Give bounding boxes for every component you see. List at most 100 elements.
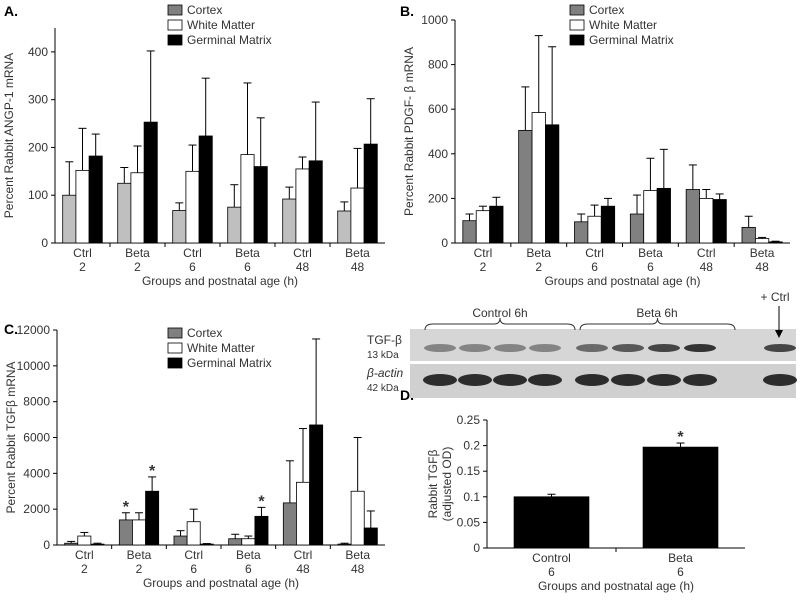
y-axis-label: (adjusted OD) <box>440 447 454 522</box>
bar <box>462 220 477 244</box>
legend-label: Cortex <box>589 3 624 17</box>
band <box>459 344 491 352</box>
bar <box>754 238 770 244</box>
error-bar <box>148 476 157 492</box>
error-bar <box>521 86 530 131</box>
y-tick-label: 0 <box>441 236 448 250</box>
x-axis-label: Groups and postnatal age (h) <box>544 274 700 288</box>
legend-swatch <box>569 34 585 46</box>
x-tick-label: 6 <box>190 562 197 576</box>
x-tick-label: Ctrl <box>294 548 313 562</box>
error-bar <box>702 188 711 199</box>
panel-label: C. <box>4 321 18 337</box>
error-bar <box>590 204 599 217</box>
y-tick-label: 0.2 <box>463 439 480 453</box>
bar <box>685 189 700 244</box>
legend-label: Cortex <box>187 3 222 17</box>
x-axis-label: Groups and postnatal age (h) <box>142 274 298 288</box>
bar <box>629 213 645 244</box>
bar <box>75 169 90 244</box>
blot-row-size: 13 kDa <box>367 350 399 361</box>
y-tick-label: 0 <box>41 236 48 250</box>
x-tick-label: 2 <box>136 562 143 576</box>
x-tick-label: Beta <box>345 548 370 562</box>
error-bar <box>771 240 780 242</box>
error-bar <box>285 186 294 200</box>
bar <box>186 521 201 546</box>
y-tick-label: 0 <box>473 541 480 555</box>
bar <box>699 197 714 244</box>
x-tick-label: 48 <box>700 260 714 274</box>
y-axis-label: Percent Rabbit TGFβ mRNA <box>4 361 18 513</box>
error-bar <box>577 213 586 222</box>
error-bar <box>534 35 543 113</box>
error-bar <box>65 161 74 196</box>
error-bar <box>311 101 320 161</box>
bar <box>350 490 365 546</box>
error-bar <box>744 215 753 228</box>
bar <box>118 519 133 546</box>
x-tick-label: 6 <box>245 562 252 576</box>
error-bar <box>492 196 501 207</box>
x-tick-label: Ctrl <box>293 246 312 260</box>
x-tick-label: Ctrl <box>183 246 202 260</box>
x-tick-label: Ctrl <box>73 246 92 260</box>
x-tick-label: 2 <box>79 260 86 274</box>
y-tick-label: 0.1 <box>463 490 480 504</box>
bar <box>64 542 79 546</box>
bar <box>62 194 77 244</box>
error-bar <box>256 117 265 167</box>
legend-swatch <box>167 34 183 46</box>
significance: * <box>677 429 684 446</box>
x-tick-label: 48 <box>296 562 310 576</box>
x-tick-label: 6 <box>244 260 251 274</box>
bar <box>172 210 187 244</box>
band <box>648 344 680 352</box>
error-bar <box>298 156 307 169</box>
bar <box>489 205 504 244</box>
error-bar <box>633 194 642 215</box>
y-tick-label: 300 <box>28 93 48 107</box>
x-tick-label: 2 <box>81 562 88 576</box>
legend-label: Germinal Matrix <box>187 33 272 47</box>
bar <box>143 121 158 244</box>
x-tick-label: 6 <box>189 260 196 274</box>
x-tick-label: 48 <box>296 260 310 274</box>
error-bar <box>659 148 668 189</box>
y-tick-label: 400 <box>28 45 48 59</box>
panel-label: B. <box>400 3 414 19</box>
error-bar <box>478 205 487 211</box>
x-tick-label: Ctrl <box>585 246 604 260</box>
error-bar <box>353 437 362 492</box>
bar <box>296 481 310 546</box>
x-tick-label: 48 <box>351 562 365 576</box>
x-tick-label: Ctrl <box>184 548 203 562</box>
band <box>612 344 644 352</box>
band <box>529 344 561 352</box>
bar <box>768 241 783 244</box>
x-tick-label: Control <box>532 551 571 565</box>
bar <box>518 129 533 244</box>
error-bar <box>120 167 129 184</box>
band <box>683 374 717 386</box>
band <box>458 374 492 386</box>
legend-swatch <box>167 327 183 339</box>
y-tick-label: 600 <box>428 102 448 116</box>
error-bar <box>340 201 349 211</box>
bar <box>88 155 103 244</box>
error-bar <box>244 535 253 539</box>
bar <box>643 190 658 244</box>
band <box>493 374 527 386</box>
bar <box>741 226 756 244</box>
blot-row-name: β-actin <box>366 366 404 380</box>
bar <box>656 187 671 244</box>
error-bar <box>175 202 184 211</box>
x-tick-label: Ctrl <box>697 246 716 260</box>
error-bar <box>688 164 697 190</box>
x-tick-label: 6 <box>591 260 598 274</box>
x-tick-label: Beta <box>345 246 370 260</box>
bracket <box>424 317 576 331</box>
y-tick-label: 400 <box>428 147 448 161</box>
error-bar <box>135 512 143 520</box>
